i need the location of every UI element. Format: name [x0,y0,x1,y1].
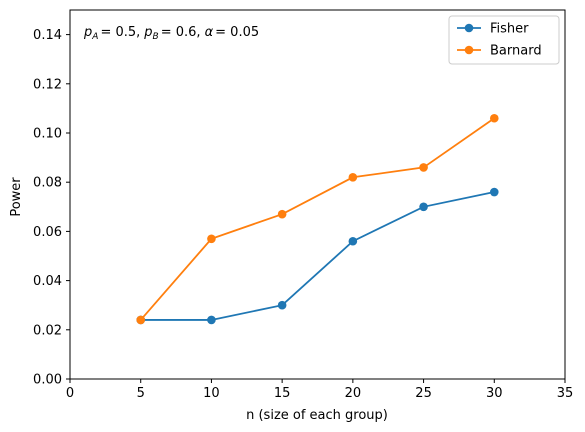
series-group [136,113,499,325]
legend-marker [464,23,474,33]
data-point [136,315,146,325]
y-tick-label: 0.00 [33,373,62,388]
legend-label: Fisher [490,22,529,37]
y-tick-label: 0.04 [33,274,62,289]
legend-label: Barnard [490,44,542,59]
series-line [140,191,495,321]
series-fisher [136,187,499,325]
data-point [277,209,287,219]
data-point [207,315,216,325]
legend-entry: Barnard [457,44,542,59]
x-tick-label: 10 [203,386,220,401]
legend-entry: Fisher [457,22,529,37]
data-point [348,172,358,182]
data-point [207,234,216,244]
data-point [419,202,428,212]
x-tick-label: 20 [345,386,362,401]
data-point [348,236,358,246]
axes-frame [69,9,566,380]
legend-marker [464,45,474,55]
y-tick-label: 0.06 [33,225,62,240]
x-axis-label: n (size of each group) [246,408,388,423]
x-tick-label: 35 [557,386,574,401]
y-tick-label: 0.02 [33,323,62,338]
x-tick-label: 15 [274,386,291,401]
data-point [489,187,499,197]
data-point [419,163,428,172]
plot-area [70,10,565,379]
series-barnard [136,113,499,325]
y-axis-label: Power [9,177,24,217]
legend: Fisher Barnard [448,15,560,65]
plot-background [70,10,565,379]
y-tick-label: 0.08 [33,176,62,191]
x-tick-label: 30 [486,386,503,401]
x-tick-label: 25 [415,386,432,401]
axes: 0 5 10 15 20 25 30 35 0.00 0.02 0.04 0.06 0.08 0.10 0.… [33,9,574,401]
x-tick-label: 0 [66,386,74,401]
annotation-text: pA = 0.5, pB = 0.6, α = 0.05 [83,25,259,42]
data-point [489,113,499,123]
y-tick-label: 0.14 [33,28,62,43]
x-tick-label: 5 [137,386,145,401]
data-point [277,300,287,310]
y-tick-label: 0.12 [33,77,62,92]
series-line [140,117,495,321]
y-tick-label: 0.10 [33,127,62,142]
